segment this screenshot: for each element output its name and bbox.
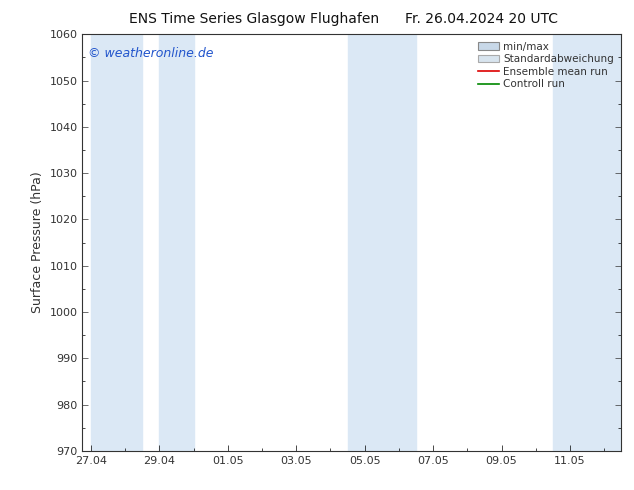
Bar xyxy=(347,34,416,451)
Text: © weatheronline.de: © weatheronline.de xyxy=(87,47,213,60)
Y-axis label: Surface Pressure (hPa): Surface Pressure (hPa) xyxy=(31,172,44,314)
Bar xyxy=(159,34,193,451)
Legend: min/max, Standardabweichung, Ensemble mean run, Controll run: min/max, Standardabweichung, Ensemble me… xyxy=(476,40,616,92)
Bar xyxy=(553,34,621,451)
Text: ENS Time Series Glasgow Flughafen: ENS Time Series Glasgow Flughafen xyxy=(129,12,378,26)
Bar xyxy=(91,34,142,451)
Text: Fr. 26.04.2024 20 UTC: Fr. 26.04.2024 20 UTC xyxy=(405,12,559,26)
